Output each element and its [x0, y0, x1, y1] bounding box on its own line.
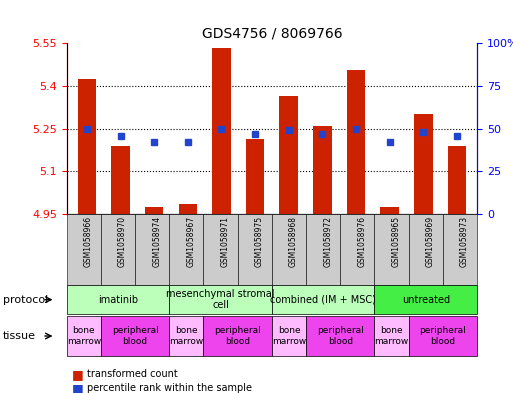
- Bar: [77, 79, 96, 214]
- Text: GSM1058966: GSM1058966: [84, 216, 93, 267]
- Text: bone
marrow: bone marrow: [67, 326, 101, 346]
- Text: imatinib: imatinib: [98, 295, 138, 305]
- Text: percentile rank within the sample: percentile rank within the sample: [87, 383, 252, 393]
- Text: peripheral
blood: peripheral blood: [317, 326, 364, 346]
- Text: GSM1058974: GSM1058974: [152, 216, 161, 267]
- Text: GSM1058975: GSM1058975: [255, 216, 264, 267]
- Text: bone
marrow: bone marrow: [169, 326, 204, 346]
- Text: GSM1058972: GSM1058972: [323, 216, 332, 267]
- Text: bone
marrow: bone marrow: [374, 326, 409, 346]
- Bar: [145, 207, 164, 214]
- Bar: [448, 146, 466, 214]
- Text: peripheral
blood: peripheral blood: [420, 326, 466, 346]
- Title: GDS4756 / 8069766: GDS4756 / 8069766: [202, 27, 342, 40]
- Text: combined (IM + MSC): combined (IM + MSC): [270, 295, 376, 305]
- Text: untreated: untreated: [402, 295, 450, 305]
- Bar: [246, 139, 264, 214]
- Bar: [313, 126, 331, 214]
- Text: tissue: tissue: [3, 331, 35, 341]
- Text: GSM1058969: GSM1058969: [426, 216, 435, 267]
- Text: GSM1058976: GSM1058976: [358, 216, 366, 267]
- Bar: [347, 70, 365, 214]
- Text: peripheral
blood: peripheral blood: [112, 326, 159, 346]
- Text: protocol: protocol: [3, 295, 48, 305]
- Text: GSM1058968: GSM1058968: [289, 216, 298, 267]
- Text: GSM1058971: GSM1058971: [221, 216, 230, 267]
- Bar: [280, 96, 298, 214]
- Text: ■: ■: [72, 382, 84, 393]
- Text: GSM1058970: GSM1058970: [118, 216, 127, 267]
- Text: transformed count: transformed count: [87, 369, 178, 379]
- Text: GSM1058973: GSM1058973: [460, 216, 469, 267]
- Text: ■: ■: [72, 367, 84, 381]
- Bar: [414, 114, 432, 214]
- Text: mesenchymal stromal
cell: mesenchymal stromal cell: [166, 289, 275, 310]
- Bar: [179, 204, 197, 214]
- Text: bone
marrow: bone marrow: [272, 326, 306, 346]
- Text: GSM1058967: GSM1058967: [186, 216, 195, 267]
- Text: GSM1058965: GSM1058965: [391, 216, 401, 267]
- Text: peripheral
blood: peripheral blood: [214, 326, 261, 346]
- Bar: [380, 207, 399, 214]
- Bar: [212, 48, 231, 214]
- Bar: [111, 146, 130, 214]
